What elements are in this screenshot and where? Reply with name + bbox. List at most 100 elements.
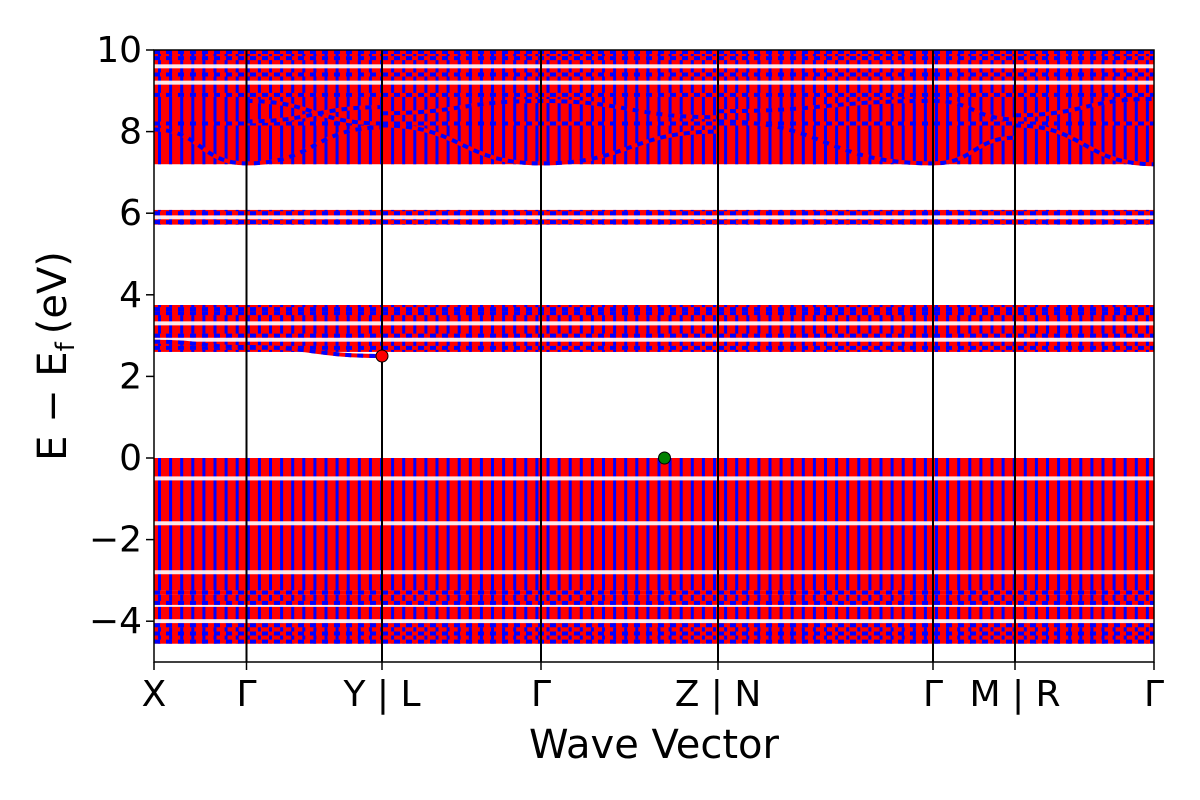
band-stripe xyxy=(568,305,572,352)
band-stripe xyxy=(646,458,650,644)
band-stripe xyxy=(169,305,173,352)
band-stripe xyxy=(657,458,661,644)
band-stripe xyxy=(801,305,805,352)
y-axis-title: E − Ef (eV) xyxy=(30,251,81,461)
band-stripe xyxy=(1134,458,1138,644)
y-axis: −4 −2 0 2 4 6 8 10 xyxy=(89,30,154,642)
band-stripe xyxy=(1123,458,1127,644)
band-stripe xyxy=(912,305,916,352)
y-tick-label: 8 xyxy=(119,112,142,153)
band-group-valence xyxy=(154,458,1154,644)
band-stripe xyxy=(280,458,284,644)
band-stripe xyxy=(1068,305,1072,352)
band-stripe xyxy=(1134,305,1138,352)
band-stripe xyxy=(935,458,938,644)
band-stripe xyxy=(335,50,339,165)
y-tick-label: −2 xyxy=(89,520,142,561)
band-stripe xyxy=(868,305,872,352)
cbm-marker xyxy=(375,349,389,363)
band-stripe xyxy=(257,50,261,165)
band-stripe xyxy=(713,458,716,644)
band-stripe xyxy=(1023,50,1027,165)
band-stripe xyxy=(768,50,772,165)
band-stripe xyxy=(946,50,950,165)
band-stripe xyxy=(546,458,550,644)
band-stripe xyxy=(679,458,683,644)
band-stripe xyxy=(1101,458,1105,644)
svg-text:E − Ef(eV): E − Ef (eV) xyxy=(30,251,81,461)
y-tick-label: 4 xyxy=(119,275,142,316)
band-stripe xyxy=(224,458,228,644)
band-stripe xyxy=(668,305,672,352)
band-stripe xyxy=(735,305,739,352)
band-stripe xyxy=(690,305,694,352)
band-gap xyxy=(154,215,1154,220)
dispersive-band-down xyxy=(1014,123,1154,167)
band-stripe xyxy=(668,50,672,165)
band-stripe xyxy=(724,458,728,644)
band-stripe xyxy=(735,458,739,644)
band-stripe xyxy=(724,50,728,165)
band-stripe xyxy=(901,305,905,352)
band-stripe xyxy=(1134,50,1138,165)
band-stripe xyxy=(169,50,173,165)
band-stripe xyxy=(568,50,572,165)
band-stripe xyxy=(235,458,239,644)
band-stripe xyxy=(468,458,472,644)
band-stripe xyxy=(890,305,894,352)
band-stripe xyxy=(779,458,783,644)
band-stripe xyxy=(602,305,605,352)
band-stripe xyxy=(1034,305,1038,352)
band-stripe xyxy=(235,305,239,352)
band-stripe xyxy=(912,458,916,644)
band-stripe xyxy=(513,50,517,165)
band-stripe xyxy=(879,458,883,644)
band-stripe xyxy=(701,50,705,165)
band-stripe xyxy=(224,305,228,352)
band-stripe xyxy=(812,458,816,644)
x-tick-label: Γ xyxy=(531,674,551,715)
band-stripe xyxy=(824,305,827,352)
band-stripe xyxy=(690,50,694,165)
band-stripe xyxy=(280,305,284,352)
band-stripe xyxy=(457,458,461,644)
band-stripe xyxy=(857,50,861,165)
band-stripe xyxy=(158,458,161,644)
band-stripe xyxy=(202,305,206,352)
band-stripe xyxy=(191,50,195,165)
band-stripe xyxy=(391,305,395,352)
x-tick-label: Γ xyxy=(1144,674,1164,715)
band-stripe xyxy=(1068,458,1072,644)
band-stripe xyxy=(746,458,750,644)
band-stripe xyxy=(990,458,994,644)
band-stripe xyxy=(235,50,239,165)
band-stripe xyxy=(679,305,683,352)
band-stripe xyxy=(213,50,217,165)
band-stripe xyxy=(213,458,217,644)
band-stripe xyxy=(1023,305,1027,352)
band-stripe xyxy=(180,50,184,165)
band-gap xyxy=(154,321,1154,326)
band-gap xyxy=(154,476,1154,481)
band-stripe xyxy=(324,50,328,165)
band-stripe xyxy=(846,50,850,165)
band-stripe xyxy=(735,50,739,165)
dispersive-band-down xyxy=(154,339,383,358)
band-stripe xyxy=(646,50,650,165)
band-stripe xyxy=(846,458,850,644)
band-stripe xyxy=(1145,50,1149,165)
band-stripe xyxy=(1112,458,1116,644)
band-gap xyxy=(154,80,1154,85)
band-stripe xyxy=(935,305,938,352)
band-stripe xyxy=(446,458,450,644)
band-stripe xyxy=(479,458,483,644)
band-stripe xyxy=(579,458,583,644)
band-stripe xyxy=(280,50,284,165)
x-tick-label: X xyxy=(142,674,167,715)
band-stripe xyxy=(402,458,406,644)
band-stripe xyxy=(191,305,195,352)
band-stripe xyxy=(912,50,916,165)
band-gap xyxy=(154,570,1154,575)
band-stripe xyxy=(357,305,361,352)
x-axis-title: Wave Vector xyxy=(529,722,780,768)
